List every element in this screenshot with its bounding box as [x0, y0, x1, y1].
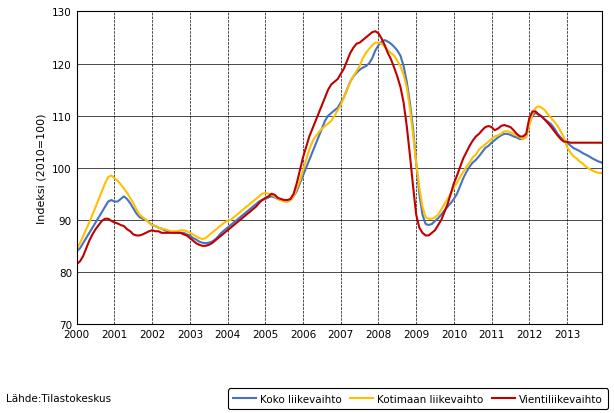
- Line: Koko liikevaihto: Koko liikevaihto: [77, 41, 602, 252]
- Koko liikevaihto: [73, 249, 80, 254]
- Vientiliikevaihto: [375, 32, 382, 37]
- Koko liikevaihto: [381, 38, 389, 43]
- Vientiliikevaihto: [73, 262, 80, 267]
- Koko liikevaihto: [494, 136, 502, 141]
- Kotimaan liikevaihto: [168, 229, 175, 234]
- Vientiliikevaihto: [598, 141, 605, 146]
- Vientiliikevaihto: [224, 228, 231, 233]
- Kotimaan liikevaihto: [494, 133, 502, 138]
- Text: Lähde:Tilastokeskus: Lähde:Tilastokeskus: [6, 393, 111, 403]
- Koko liikevaihto: [598, 161, 605, 166]
- Vientiliikevaihto: [494, 127, 502, 132]
- Kotimaan liikevaihto: [384, 49, 392, 54]
- Vientiliikevaihto: [371, 30, 379, 35]
- Koko liikevaihto: [224, 225, 231, 230]
- Koko liikevaihto: [168, 230, 175, 235]
- Kotimaan liikevaihto: [252, 197, 260, 202]
- Kotimaan liikevaihto: [224, 219, 231, 224]
- Legend: Koko liikevaihto, Kotimaan liikevaihto, Vientiliikevaihto: Koko liikevaihto, Kotimaan liikevaihto, …: [228, 389, 608, 409]
- Koko liikevaihto: [252, 202, 260, 207]
- Kotimaan liikevaihto: [73, 247, 80, 252]
- Kotimaan liikevaihto: [371, 41, 379, 46]
- Vientiliikevaihto: [252, 205, 260, 210]
- Y-axis label: Indeksi (2010=100): Indeksi (2010=100): [37, 113, 47, 223]
- Koko liikevaihto: [371, 49, 379, 54]
- Vientiliikevaihto: [384, 52, 392, 57]
- Vientiliikevaihto: [168, 231, 175, 236]
- Kotimaan liikevaihto: [598, 171, 605, 176]
- Line: Vientiliikevaihto: Vientiliikevaihto: [77, 32, 602, 264]
- Kotimaan liikevaihto: [375, 41, 382, 46]
- Line: Kotimaan liikevaihto: Kotimaan liikevaihto: [77, 44, 602, 249]
- Koko liikevaihto: [384, 40, 392, 45]
